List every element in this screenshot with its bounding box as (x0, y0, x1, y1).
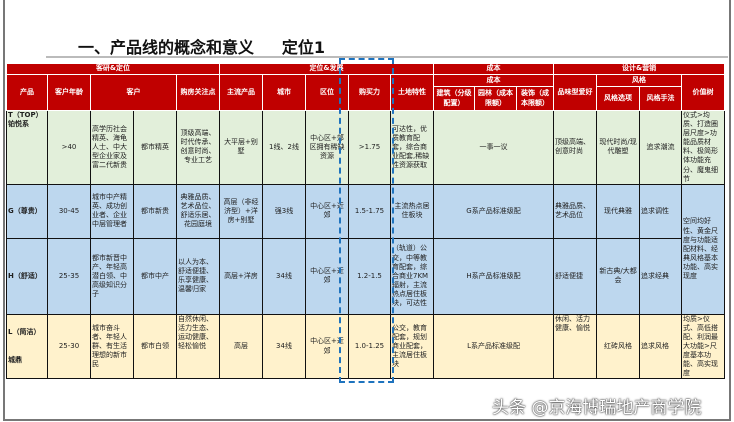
customer-cell: 都市新晋中产、年轻高潜白领、中高级知识分子 (90, 237, 134, 315)
table-row: H（舒适） 25-35 都市新晋中产、年轻高潜白领、中高级知识分子 都市中产 以… (6, 237, 725, 315)
cost-cell: 一事一议 (432, 110, 555, 185)
main-product-cell: 高层 (219, 313, 263, 380)
table-row: T（TOP）铂悦系 >40 高学历社会精英、海龟人士、中大型企业家及富二代新贵 … (6, 110, 726, 185)
value-cell: 均质>仪式、高低搭配、利润最大功能>尺度基本功能、高实现度 (681, 313, 726, 380)
taste-cell: 舒适便捷 (553, 237, 598, 315)
location-cell: 中心区+郊区拥有稀缺资源 (305, 110, 349, 185)
location-cell: 中心区+近郊 (305, 237, 349, 315)
age-cell: 25-30 (47, 313, 91, 380)
land-cell: 可达性，优质教育配套，综合商业配套,稀缺性资源获取 (390, 110, 434, 185)
power-cell: 1.5-1.75 (348, 183, 391, 239)
value-cell: 空间均好性、黄金尺度与功能适配材料、经典风格基本功能、高实现度 (681, 183, 726, 315)
customer-tag-cell: 都市白领 (133, 313, 177, 380)
focus-cell: 自然休闲、活力生态、运动健康、轻松愉悦 (176, 313, 220, 380)
page-title: 一、产品线的概念和意义 定位1 (78, 38, 325, 57)
col-header: 价值树 (681, 74, 726, 111)
group-header: 客研&定位 (6, 63, 220, 75)
land-cell: （轨道）公交，中等教育配套，综合商业7KM辐射，主流热点居住板块，可达性 (390, 237, 434, 315)
group-header: 设计&营销 (553, 63, 726, 75)
col-header: 主流产品 (219, 74, 263, 111)
city-cell: 强3线 (262, 183, 306, 239)
main-product-cell: 高层（非经济型）+洋房+别墅 (219, 183, 263, 239)
col-header: 风格手法 (639, 86, 683, 111)
main-product-cell: 高层+洋房 (219, 237, 263, 315)
col-header: 购买力 (348, 74, 391, 111)
group-header: 成本 (432, 63, 555, 75)
style-option-cell: 现代典雅 (596, 183, 641, 239)
customer-cell: 城市奋斗者、年轻人群、有生活理想的新市民 (90, 313, 134, 380)
age-cell: 30-45 (47, 183, 91, 239)
city-cell: 1线、2线 (262, 110, 306, 185)
power-cell: >1.75 (348, 110, 391, 185)
col-header: 装饰（成本限额） (515, 86, 555, 111)
product-line-table: 客研&定位 定位&发展 成本 设计&营销 产品 客户年龄 客户 购房关注点 主流… (6, 63, 726, 380)
product-cell: G（尊贵） (6, 183, 48, 239)
age-cell: 25-35 (47, 237, 91, 315)
taste-cell: 典雅品质、艺术品位 (553, 183, 598, 239)
col-header: 品味型爱好 (553, 74, 598, 111)
product-cell: L（简洁） 城鼎 (6, 313, 48, 380)
product-name: L（简洁） (8, 328, 41, 337)
watermark: 头条 @京海博瑞地产商学院 (492, 398, 702, 418)
customer-tag-cell: 都市中产 (133, 237, 177, 315)
col-header: 成本 (432, 74, 555, 87)
col-header: 土地特性 (390, 74, 434, 111)
style-option-cell: 新古典/大都会 (596, 237, 641, 315)
style-option-cell: 红砖风格 (596, 313, 641, 380)
col-header: 风格选项 (596, 86, 641, 111)
product-cell: T（TOP）铂悦系 (6, 110, 48, 185)
value-cell: 仪式>均质、打造圈层尺度>功能品质材料、极简形体功能充分、魔鬼细节 (681, 110, 726, 185)
product-cell: H（舒适） (6, 237, 48, 315)
focus-cell: 顶级高端、时代传承、创意时尚、专业工艺 (176, 110, 220, 185)
city-cell: 34线 (262, 313, 306, 380)
col-header: 产品 (6, 74, 48, 111)
col-header: 客户年龄 (47, 74, 91, 111)
style-method-cell: 追求调性 (639, 183, 683, 239)
power-cell: 1.0-1.25 (348, 313, 391, 380)
title-underline (46, 56, 728, 58)
customer-tag-cell: 都市新贵 (133, 183, 177, 239)
main-product-cell: 大平层+别墅 (219, 110, 263, 185)
col-header: 城市 (262, 74, 306, 111)
group-header: 定位&发展 (219, 63, 434, 75)
col-header: 购房关注点 (176, 74, 220, 111)
style-method-cell: 追求风格 (639, 313, 683, 380)
col-header: 园林（成本限额） (474, 86, 517, 111)
purchasing-power-highlight (339, 58, 394, 383)
style-option-cell: 现代时尚/现代雕塑 (596, 110, 641, 185)
style-method-cell: 追求经典 (639, 237, 683, 315)
col-header: 区位 (305, 74, 349, 111)
cost-cell: G系产品标准级配 (432, 183, 555, 239)
customer-tag-cell: 都市精英 (133, 110, 177, 185)
col-header: 建筑（分级配置） (433, 86, 475, 111)
focus-cell: 典雅品质、艺术品位、舒适乐居、花园庭境 (176, 183, 220, 239)
col-header: 风格 (596, 74, 683, 87)
taste-cell: 顶级高端、创意时尚 (553, 110, 598, 185)
table-row: G（尊贵） 30-45 城市中产精英、成功创业者、企业中层管理者 都市新贵 典雅… (6, 183, 726, 315)
table-row: L（简洁） 城鼎 25-30 城市奋斗者、年轻人群、有生活理想的新市民 都市白领 … (6, 313, 726, 380)
focus-cell: 以人为本、舒适便捷、乐享健康、温馨归家 (176, 237, 220, 315)
city-cell: 34线 (262, 237, 306, 315)
col-header: 客户 (90, 74, 177, 111)
location-cell: 中心区+近郊 (305, 183, 349, 239)
age-cell: >40 (47, 110, 91, 185)
land-cell: 主流热点居住板块 (390, 183, 434, 239)
cost-cell: L系产品标准级配 (432, 313, 555, 380)
customer-cell: 城市中产精英、成功创业者、企业中层管理者 (90, 183, 134, 239)
product-sub: 城鼎 (8, 355, 22, 364)
cost-cell: H系产品标准级配 (432, 237, 555, 315)
taste-cell: 休闲、活力健康、愉悦 (553, 313, 598, 380)
customer-cell: 高学历社会精英、海龟人士、中大型企业家及富二代新贵 (90, 110, 134, 185)
slide-frame (3, 0, 731, 421)
style-method-cell: 追求潮流 (639, 110, 683, 185)
land-cell: 公交，教育配套，规划商业配套，主流居住板块 (390, 313, 434, 380)
